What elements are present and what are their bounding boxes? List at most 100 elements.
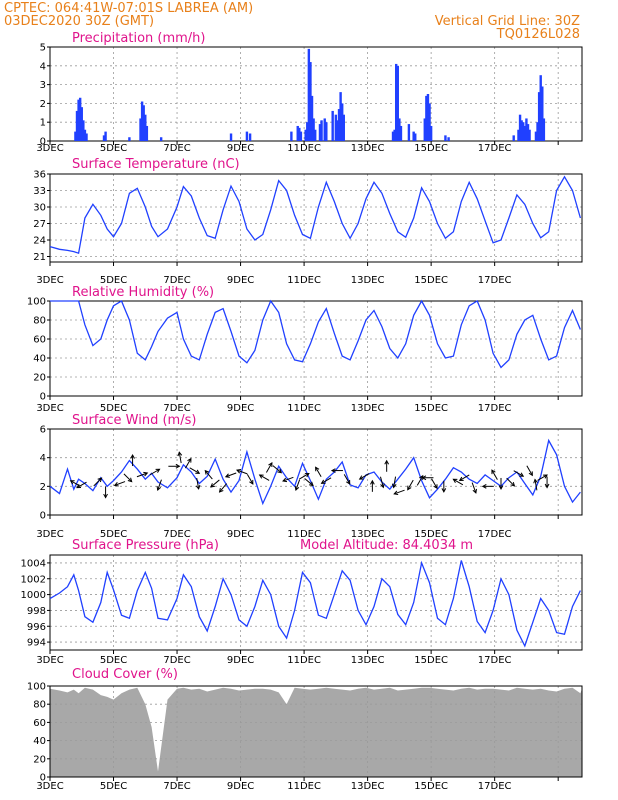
- wind-arrow-head: [510, 481, 516, 487]
- cloud-ytick-label: 60: [33, 718, 46, 729]
- wind-arrow-shaft: [178, 452, 182, 464]
- temp-xtick-label: 5DEC: [100, 275, 127, 286]
- precip-bar: [307, 48, 311, 141]
- wind-arrow-head: [491, 469, 496, 475]
- wind-arrow-head: [498, 485, 504, 491]
- wind-arrow-shaft: [394, 489, 405, 495]
- rh-xtick-label: 9DEC: [227, 403, 254, 414]
- wind-arrow: [130, 453, 135, 467]
- wind-arrow-shaft: [534, 479, 538, 491]
- wind-arrow-head: [330, 468, 336, 473]
- temp-ytick-label: 24: [33, 236, 46, 247]
- wind-arrow-head: [346, 479, 351, 485]
- precip-frame: [49, 46, 583, 142]
- wind-frame: [49, 428, 583, 516]
- precip-bar: [399, 125, 403, 141]
- pres-xtick-label: 7DEC: [163, 655, 190, 666]
- wind-xtick-label: 3DEC: [36, 529, 63, 540]
- wind-arrow: [452, 478, 464, 486]
- pres-frame: [49, 554, 583, 651]
- cloud-xtick-label: 13DEC: [351, 781, 385, 792]
- wind-arrow-head: [103, 493, 108, 499]
- wind-arrow: [537, 474, 548, 481]
- wind-arrow-head: [69, 480, 75, 485]
- wind-arrow-shaft: [304, 478, 314, 486]
- wind-arrow: [431, 478, 438, 490]
- wind-arrow: [458, 474, 470, 482]
- wind-arrow: [421, 475, 434, 481]
- pres-ytick-label: 1002: [21, 574, 46, 585]
- precip-bar: [394, 63, 398, 141]
- cloud-cover-area: [50, 687, 582, 777]
- wind-arrow: [498, 477, 504, 491]
- pres-xtick-label: 3DEC: [36, 655, 63, 666]
- rh-series-line: [50, 299, 582, 369]
- wind-arrow-head: [76, 483, 82, 489]
- wind-arrow-head: [224, 473, 230, 478]
- wind-title: Surface Wind (m/s): [72, 413, 196, 428]
- wind-arrow: [294, 479, 301, 492]
- cloud-ytick-label: 100: [27, 682, 46, 693]
- precip-bar: [325, 122, 328, 141]
- wind-arrow-shaft: [321, 477, 332, 484]
- temp-ytick-label: 33: [33, 186, 46, 197]
- wind-ytick-label: 4: [40, 453, 46, 464]
- wind-arrow-head: [130, 453, 135, 459]
- wind-arrow: [320, 477, 332, 484]
- wind-arrow: [471, 482, 477, 494]
- precip-bar: [534, 131, 538, 141]
- cloud-ytick-label: 0: [40, 773, 46, 784]
- wind-arrow-head: [370, 479, 375, 485]
- wind-arrow-shaft: [76, 481, 87, 489]
- wind-ytick-label: 2: [40, 482, 46, 493]
- temp-frame: [49, 173, 583, 263]
- wind-arrow-head: [249, 479, 254, 485]
- cloud-ytick-label: 80: [33, 700, 46, 711]
- rh-xtick-label: 15DEC: [414, 403, 448, 414]
- pres-ytick-label: 1000: [21, 590, 46, 601]
- pres-ytick-label: 996: [27, 622, 46, 633]
- precip-bar: [425, 95, 428, 141]
- precip-bar: [512, 135, 515, 141]
- wind-arrow-shaft: [204, 470, 213, 480]
- precip-bar: [78, 97, 82, 141]
- pres-series-line: [49, 560, 581, 648]
- precip-bar: [314, 129, 317, 141]
- wind-arrow: [123, 473, 133, 483]
- wind-arrow: [315, 466, 322, 478]
- wind-arrow-shaft: [184, 458, 192, 469]
- precip-bar: [102, 135, 106, 141]
- precip-bar: [290, 131, 293, 141]
- wind-arrow: [343, 474, 351, 485]
- temp-xtick-label: 9DEC: [227, 275, 254, 286]
- precip-ytick-label: 0: [40, 137, 46, 148]
- wind-arrow: [246, 474, 254, 485]
- cloud-xtick-label: 7DEC: [163, 781, 190, 792]
- precip-bar: [296, 125, 299, 141]
- temp-title: Surface Temperature (nC): [72, 157, 240, 172]
- wind-arrow: [236, 469, 248, 475]
- wind-arrow-shaft: [343, 474, 351, 485]
- cloud-title: Cloud Cover (%): [72, 667, 178, 682]
- precip-xtick-label: 9DEC: [227, 143, 254, 154]
- wind-arrow-head: [533, 478, 538, 484]
- wind-arrow-shaft: [471, 482, 477, 494]
- precip-bar: [309, 62, 312, 141]
- temp-xtick-label: 11DEC: [287, 275, 321, 286]
- wind-arrow: [184, 457, 192, 469]
- wind-arrow-shaft: [393, 476, 397, 488]
- station-header: CPTEC: 064:41W-07:01S LABREA (AM): [4, 1, 253, 16]
- wind-arrow-shaft: [526, 465, 533, 476]
- wind-arrow: [330, 468, 343, 473]
- precip-bar: [83, 129, 87, 141]
- wind-arrow-head: [187, 457, 192, 463]
- wind-xtick-label: 7DEC: [163, 529, 190, 540]
- rh-xtick-label: 5DEC: [100, 403, 127, 414]
- precip-bar: [139, 118, 142, 141]
- wind-arrow-head: [320, 479, 326, 484]
- wind-arrow-head: [309, 481, 314, 487]
- wind-arrow-head: [204, 469, 210, 475]
- cloud-ytick-label: 20: [33, 754, 46, 765]
- model-id: TQ0126L028: [496, 27, 580, 42]
